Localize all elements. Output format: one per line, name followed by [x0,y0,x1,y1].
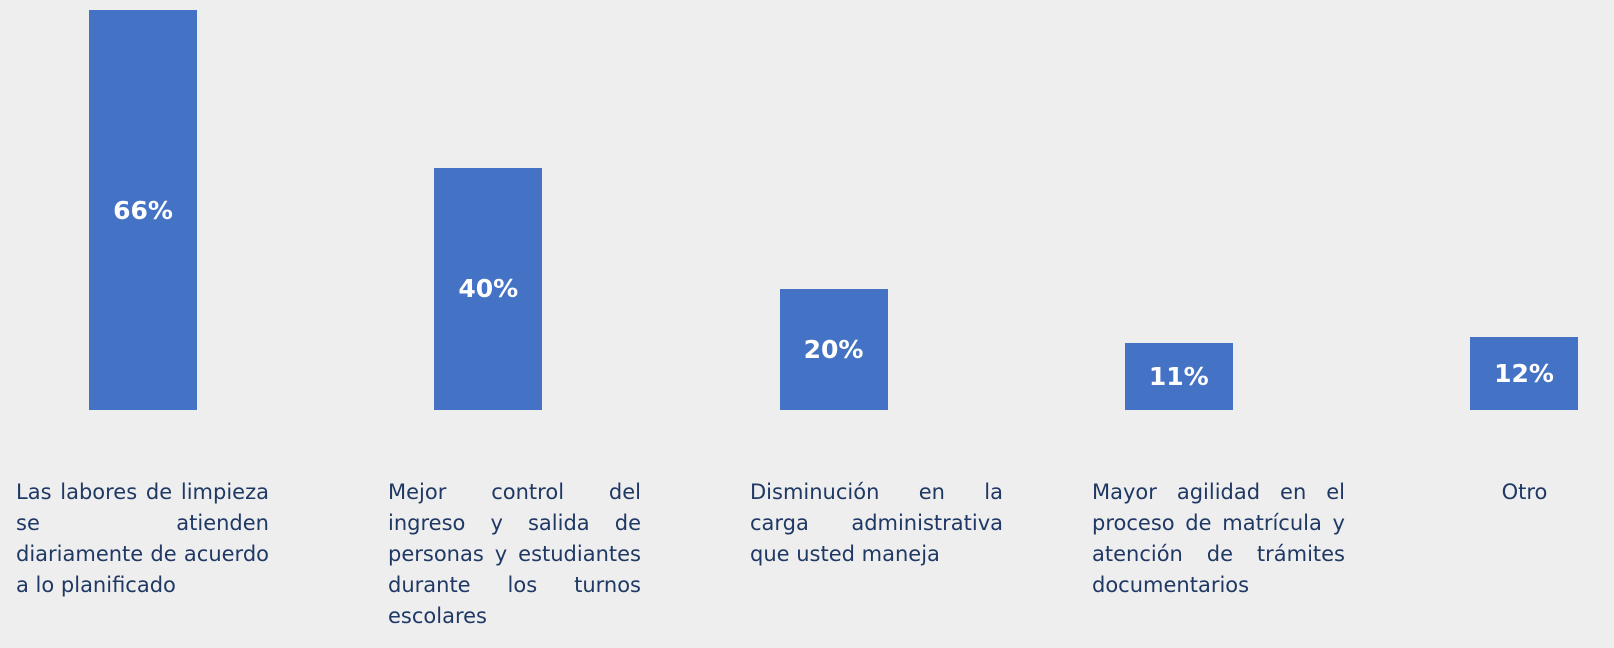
bar: 66% [89,10,197,410]
category-label: Mejor control del ingreso y salida de pe… [388,480,641,628]
data-label: 11% [1148,362,1209,392]
data-label: 12% [1494,359,1554,389]
category-label: Mayor agilidad en el proceso de matrícul… [1092,480,1345,597]
category-label: Otro [1501,480,1548,504]
category-label: Disminución en la carga administrativa q… [750,480,1003,566]
data-label: 66% [113,195,173,225]
bar: 40% [434,167,543,410]
data-label: 40% [458,274,519,304]
data-label: 20% [803,334,864,364]
bar: 11% [1124,343,1233,410]
bar: 20% [779,288,888,410]
category-label: Las labores de limpieza se atienden diar… [16,480,269,597]
bar: 12% [1470,337,1578,410]
